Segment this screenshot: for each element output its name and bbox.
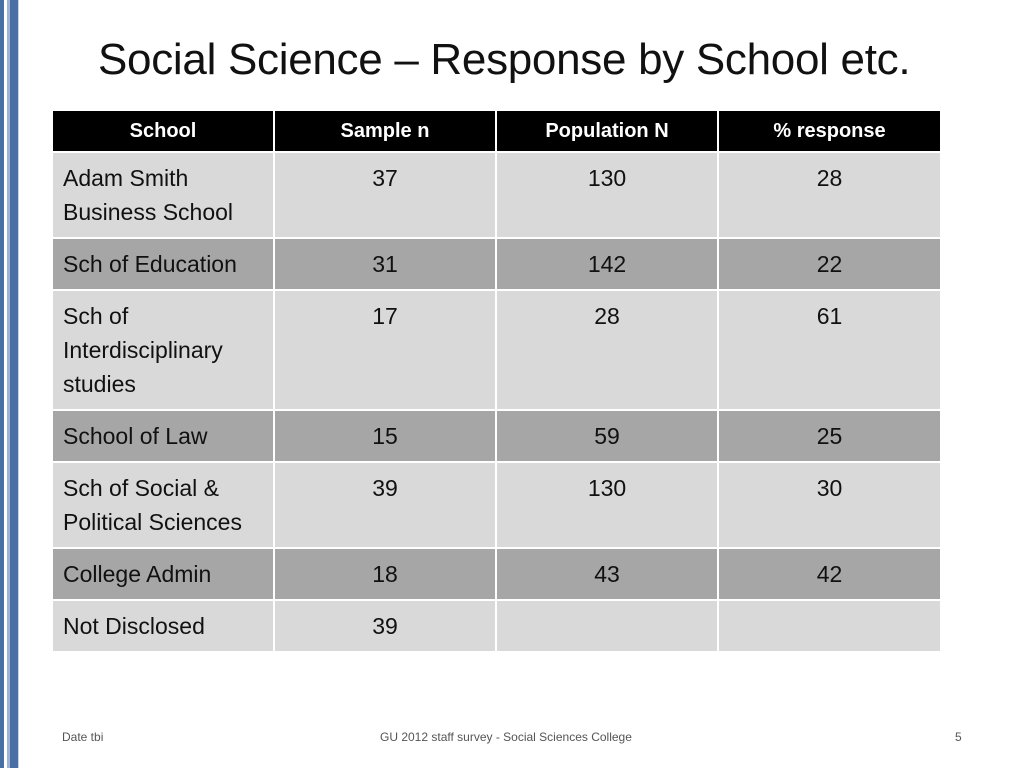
table-row: Sch of Education 31 142 22	[51, 237, 942, 291]
table-header-row: School Sample n Population N % response	[51, 109, 942, 153]
cell-school: School of Law	[51, 409, 275, 463]
cell-response-pct: 25	[717, 409, 942, 463]
header-response-pct: % response	[717, 109, 942, 153]
accent-bar	[0, 0, 4, 768]
cell-population-n: 28	[495, 289, 719, 411]
cell-school: Sch of Education	[51, 237, 275, 291]
cell-sample-n: 31	[273, 237, 497, 291]
cell-school: Sch of Social & Political Sciences	[51, 461, 275, 549]
table-row: Not Disclosed 39	[51, 599, 942, 653]
cell-population-n: 130	[495, 151, 719, 239]
accent-bar-wide	[10, 0, 18, 768]
cell-sample-n: 39	[273, 461, 497, 549]
cell-response-pct: 61	[717, 289, 942, 411]
cell-school: Adam Smith Business School	[51, 151, 275, 239]
cell-school: Sch of Interdisciplinary studies	[51, 289, 275, 411]
cell-response-pct: 22	[717, 237, 942, 291]
table-row: School of Law 15 59 25	[51, 409, 942, 463]
cell-sample-n: 18	[273, 547, 497, 601]
accent-bar-light	[7, 0, 10, 768]
cell-school: Not Disclosed	[51, 599, 275, 653]
cell-response-pct: 42	[717, 547, 942, 601]
cell-sample-n: 17	[273, 289, 497, 411]
cell-response-pct	[717, 599, 942, 653]
cell-response-pct: 28	[717, 151, 942, 239]
table-row: Adam Smith Business School 37 130 28	[51, 151, 942, 239]
footer-center-text: GU 2012 staff survey - Social Sciences C…	[380, 730, 632, 744]
table-row: Sch of Social & Political Sciences 39 13…	[51, 461, 942, 549]
page-number: 5	[955, 730, 962, 744]
table-row: College Admin 18 43 42	[51, 547, 942, 601]
cell-sample-n: 39	[273, 599, 497, 653]
header-population-n: Population N	[495, 109, 719, 153]
cell-population-n	[495, 599, 719, 653]
cell-population-n: 43	[495, 547, 719, 601]
footer-date: Date tbi	[62, 730, 104, 744]
cell-sample-n: 15	[273, 409, 497, 463]
slide-title: Social Science – Response by School etc.	[98, 35, 911, 84]
accent-bar-thin	[18, 0, 19, 768]
cell-population-n: 142	[495, 237, 719, 291]
table-row: Sch of Interdisciplinary studies 17 28 6…	[51, 289, 942, 411]
cell-population-n: 130	[495, 461, 719, 549]
header-school: School	[51, 109, 275, 153]
cell-response-pct: 30	[717, 461, 942, 549]
cell-school: College Admin	[51, 547, 275, 601]
decorative-left-bars	[0, 0, 24, 768]
cell-population-n: 59	[495, 409, 719, 463]
response-table: School Sample n Population N % response …	[51, 109, 942, 653]
header-sample-n: Sample n	[273, 109, 497, 153]
accent-bar-gap	[4, 0, 7, 768]
cell-sample-n: 37	[273, 151, 497, 239]
